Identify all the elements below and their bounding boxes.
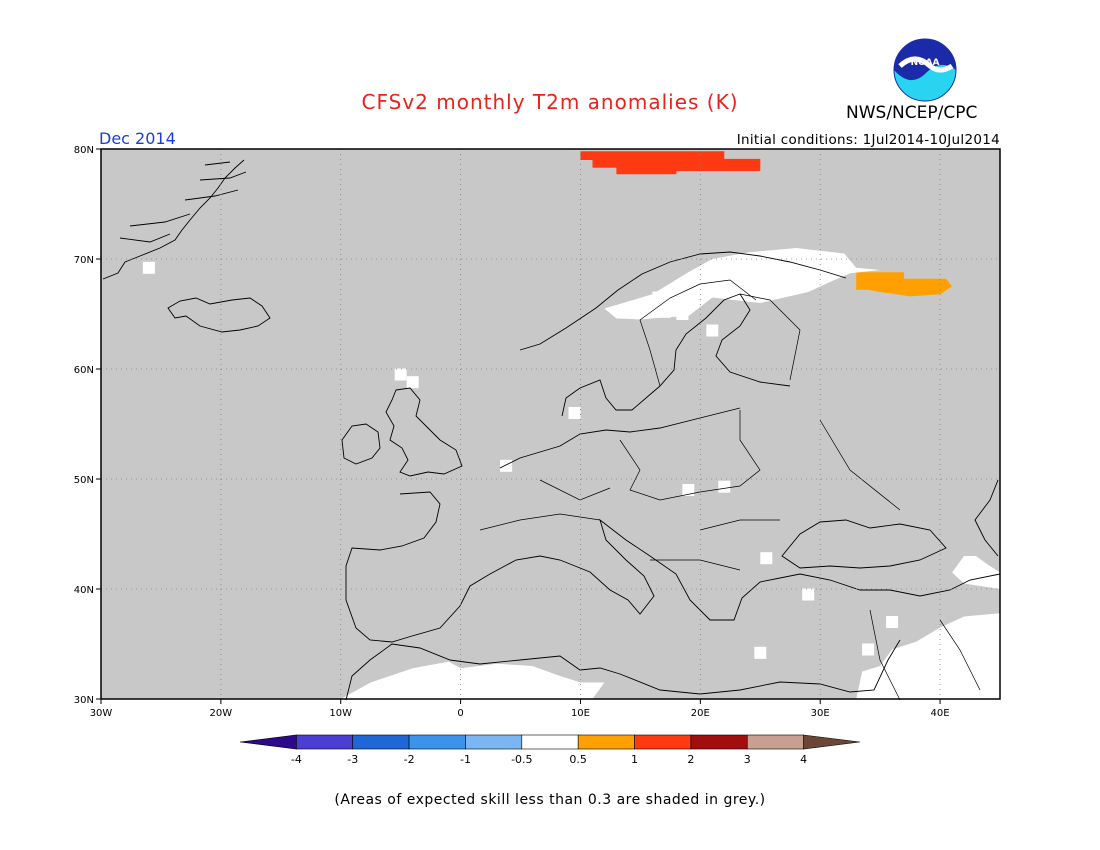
lon-tick-label: 30E: [811, 708, 830, 719]
white-cell-5: [706, 324, 719, 337]
colorbar-swatch: [465, 734, 523, 750]
kola-anomaly: [856, 272, 953, 297]
colorbar-label: -0.5: [511, 753, 532, 766]
lat-tick-label: 50N: [74, 475, 94, 486]
lon-tick-label: 40E: [931, 708, 950, 719]
white-cell-13: [802, 588, 815, 601]
lon-tick-label: 0: [457, 708, 463, 719]
colorbar-swatch: [634, 734, 692, 750]
colorbar-label: -3: [347, 753, 358, 766]
colorbar-left-arrow: [239, 734, 297, 750]
white-cell-2: [712, 275, 725, 287]
lon-tick-label: 20W: [210, 708, 233, 719]
colorbar-swatch: [296, 734, 354, 750]
colorbar-label: -4: [291, 753, 302, 766]
map-frame: [100, 148, 1001, 700]
lat-tick-label: 60N: [74, 365, 94, 376]
lat-tick-label: 30N: [74, 695, 94, 706]
white-cell-8: [568, 407, 581, 419]
ireland-coast: [341, 423, 381, 465]
colorbar: -4 -3 -2 -1 -0.5 0.5 1 2 3 4: [239, 734, 861, 766]
white-cell-10: [682, 484, 695, 496]
middle-east-white: [856, 613, 1000, 699]
forecast-month: Dec 2014: [99, 129, 176, 148]
white-cell-15: [862, 643, 875, 656]
white-cell-0: [142, 261, 155, 274]
white-cell-11: [718, 480, 731, 493]
agency-label: NWS/NCEP/CPC: [846, 103, 978, 123]
initial-conditions: Initial conditions: 1Jul2014-10Jul2014: [736, 132, 1000, 148]
lon-tick-label: 30W: [90, 708, 113, 719]
anomaly-layer: [142, 151, 1000, 699]
colorbar-label: 1: [631, 753, 638, 766]
greenland-coast: [102, 159, 247, 280]
colorbar-swatch: [577, 734, 635, 750]
colorbar-label: 2: [687, 753, 694, 766]
white-cell-3: [658, 305, 671, 318]
coastlines: [102, 159, 1001, 701]
colorbar-swatch: [746, 734, 804, 750]
gridlines: [101, 149, 1000, 699]
noaa-logo: NOAA: [893, 38, 957, 102]
morocco-white: [364, 684, 425, 699]
britain-coast: [385, 387, 463, 477]
white-cell-6: [394, 368, 407, 381]
scandinavia-coast: [519, 251, 847, 417]
lat-tick-label: 80N: [74, 145, 94, 156]
white-cell-1: [652, 291, 665, 304]
iceland-coast: [167, 297, 271, 333]
map-title: CFSv2 monthly T2m anomalies (K): [361, 90, 739, 114]
colorbar-swatch: [352, 734, 410, 750]
europe-coast: [345, 407, 1001, 643]
lon-tick-label: 10E: [571, 708, 590, 719]
skill-note: (Areas of expected skill less than 0.3 a…: [334, 792, 766, 808]
north-scandinavia-white: [604, 248, 881, 320]
lat-tick-label: 70N: [74, 255, 94, 266]
colorbar-swatch: [521, 734, 579, 750]
north-africa-coast: [345, 639, 901, 701]
colorbar-label: 4: [800, 753, 807, 766]
white-cell-14: [754, 646, 767, 659]
lon-tick-label: 20E: [691, 708, 710, 719]
noaa-logo-text: NOAA: [911, 58, 940, 68]
white-cell-12: [760, 552, 773, 565]
lon-tick-label: 10W: [329, 708, 352, 719]
colorbar-swatch: [408, 734, 466, 750]
map-axes: 80N 70N 60N 50N 40N 30N 30W 20W 10W 0 10E 20E 30E 40E: [74, 145, 950, 719]
colorbar-label: 0.5: [569, 753, 587, 766]
white-cell-4: [676, 308, 689, 320]
colorbar-swatch: [690, 734, 748, 750]
white-cell-16: [886, 616, 899, 628]
white-cell-9: [500, 459, 513, 472]
map-background: [101, 149, 1000, 699]
colorbar-right-arrow: [803, 734, 861, 750]
white-cell-7: [406, 376, 419, 389]
black-sea-coast: [781, 519, 947, 569]
colorbar-label: -1: [460, 753, 471, 766]
caspian-coast: [974, 479, 999, 557]
caucasus-white: [952, 556, 1000, 589]
svalbard-anomaly: [580, 151, 761, 175]
lat-tick-label: 40N: [74, 585, 94, 596]
colorbar-label: 3: [744, 753, 751, 766]
colorbar-label: -2: [404, 753, 415, 766]
